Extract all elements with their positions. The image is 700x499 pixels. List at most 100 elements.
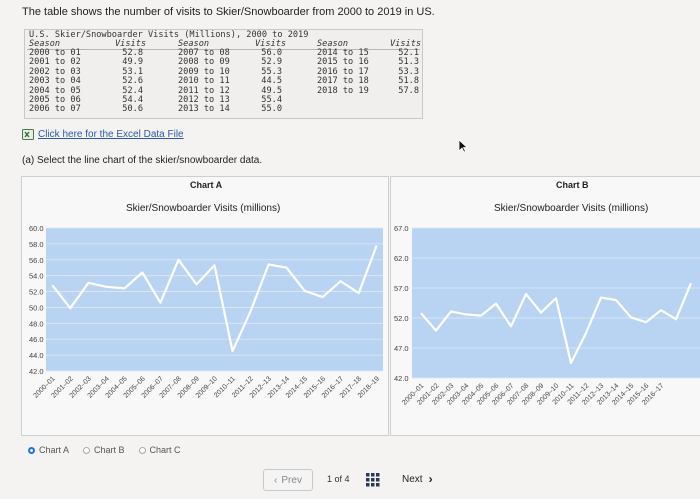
radio-dot-chart-c[interactable] <box>138 446 146 454</box>
chart-b-header: Chart B <box>556 180 589 190</box>
table-cell: 2002 to 03 <box>29 66 81 77</box>
table-col-season-2: 2007 to 08 2008 to 09 2009 to 10 2010 to 11… <box>178 48 230 115</box>
table-divider <box>27 49 420 50</box>
chart-b-title: Skier/Snowboarder Visits (millions) <box>494 203 649 214</box>
series-line <box>51 245 378 353</box>
table-col-season-1: 2000 to 01 2001 to 02 2002 to 03 2003 to 04… <box>29 48 81 115</box>
mouse-cursor-icon <box>458 139 468 153</box>
table-col-season-3: 2014 to 15 2015 to 16 2016 to 17 2017 to 18… <box>317 48 369 96</box>
y-tick-label: 56.0 <box>29 256 44 265</box>
table-cell: 57.8 <box>398 85 419 96</box>
data-table: U.S. Skier/Snowboarder Visits (Millions)… <box>24 29 423 119</box>
next-button-label: Next <box>402 473 423 485</box>
table-header-visits-3: Visits <box>390 39 422 49</box>
chevron-left-icon: ‹ <box>274 474 278 486</box>
table-col-visits-3: 52.1 51.3 53.3 51.8 57.8 <box>381 48 419 96</box>
table-col-visits-1: 52.8 49.9 53.1 52.6 52.4 54.4 50.6 <box>105 48 143 115</box>
y-tick-label: 67.0 <box>394 224 409 233</box>
table-cell: 2001 to 02 <box>29 57 81 68</box>
table-cell: 50.6 <box>122 104 143 115</box>
table-cell: 2004 to 05 <box>29 85 81 96</box>
y-tick-label: 57.0 <box>394 284 409 293</box>
radio-label-chart-c: Chart C <box>149 445 181 455</box>
chart-a-title: Skier/Snowboarder Visits (millions) <box>126 203 281 214</box>
table-cell: 2008 to 09 <box>178 57 230 68</box>
y-tick-label: 48.0 <box>29 319 44 328</box>
table-cell: 2012 to 13 <box>178 94 230 105</box>
table-cell: 2003 to 04 <box>29 76 81 87</box>
table-cell: 52.9 <box>261 57 282 68</box>
y-tick-label: 60.0 <box>29 224 44 233</box>
table-cell: 51.3 <box>398 57 419 68</box>
table-header-season-2: Season <box>178 39 210 49</box>
radio-label-chart-a: Chart A <box>39 445 70 455</box>
y-tick-label: 46.0 <box>29 335 44 344</box>
table-cell: 49.9 <box>122 57 143 68</box>
table-cell: 2018 to 19 <box>317 85 369 96</box>
plot-area <box>46 228 383 371</box>
table-cell: 2009 to 10 <box>178 66 230 77</box>
radio-chart-b[interactable]: Chart B <box>83 445 125 455</box>
chevron-right-icon: › <box>428 472 433 486</box>
table-cell: 2014 to 15 <box>317 48 369 58</box>
y-tick-label: 62.0 <box>394 254 409 263</box>
radio-chart-c[interactable]: Chart C <box>138 445 181 455</box>
table-cell: 2013 to 14 <box>178 104 230 115</box>
prev-button-label: Prev <box>281 474 302 486</box>
radio-label-chart-b: Chart B <box>94 445 125 455</box>
table-cell: 2007 to 08 <box>178 48 230 58</box>
chart-choice-group: Chart A Chart B Chart C <box>28 445 181 455</box>
table-cell: 52.4 <box>122 85 143 96</box>
radio-dot-chart-a[interactable] <box>28 446 35 454</box>
table-cell: 54.4 <box>122 94 143 105</box>
excel-data-link[interactable]: Click here for the Excel Data File <box>22 129 184 140</box>
y-tick-label: 52.0 <box>29 288 44 297</box>
table-cell: 44.5 <box>261 76 282 87</box>
y-tick-label: 44.0 <box>29 351 44 360</box>
table-cell: 55.0 <box>261 104 282 115</box>
excel-data-link-label[interactable]: Click here for the Excel Data File <box>38 129 184 140</box>
table-cell: 2005 to 06 <box>29 94 81 105</box>
table-cell: 2000 to 01 <box>29 48 81 58</box>
table-cell: 53.3 <box>398 66 419 77</box>
table-col-visits-2: 56.0 52.9 55.3 44.5 49.5 55.4 55.0 <box>244 48 282 115</box>
table-cell: 56.0 <box>261 48 282 58</box>
table-header-visits-1: Visits <box>115 39 147 49</box>
table-cell: 51.8 <box>398 76 419 87</box>
prev-button[interactable]: ‹ Prev <box>263 469 313 491</box>
table-cell: 49.5 <box>261 85 282 96</box>
radio-chart-a[interactable]: Chart A <box>28 445 69 455</box>
y-tick-label: 58.0 <box>29 240 44 249</box>
grid-icon[interactable] <box>366 473 380 487</box>
table-caption: U.S. Skier/Snowboarder Visits (Millions)… <box>29 30 309 40</box>
table-cell: 2011 to 12 <box>178 85 230 96</box>
table-cell: 53.1 <box>122 66 143 77</box>
question-text: (a) Select the line chart of the skier/s… <box>22 155 263 166</box>
table-cell: 2010 to 11 <box>178 76 230 87</box>
y-tick-label: 50.0 <box>29 303 44 312</box>
table-cell: 55.4 <box>261 94 282 105</box>
intro-text: The table shows the number of visits to … <box>22 6 435 18</box>
table-cell: 52.6 <box>122 76 143 87</box>
chart-a-header: Chart A <box>190 180 223 190</box>
table-cell: 2015 to 16 <box>317 57 369 68</box>
excel-file-icon <box>22 129 34 140</box>
table-cell: 2017 to 18 <box>317 76 369 87</box>
table-header-season-3: Season <box>317 39 349 49</box>
table-header-visits-2: Visits <box>255 39 287 49</box>
y-tick-label: 42.0 <box>394 374 409 383</box>
y-tick-label: 42.0 <box>29 367 44 376</box>
next-button[interactable]: Next › <box>402 472 433 486</box>
table-cell: 55.3 <box>261 66 282 77</box>
table-cell: 2016 to 17 <box>317 66 369 77</box>
table-cell: 52.8 <box>122 48 143 58</box>
page-indicator: 1 of 4 <box>327 474 350 484</box>
y-tick-label: 52.0 <box>394 314 409 323</box>
y-tick-label: 54.0 <box>29 272 44 281</box>
table-header-season-1: Season <box>29 39 61 49</box>
table-cell: 2006 to 07 <box>29 104 81 115</box>
radio-dot-chart-b[interactable] <box>83 446 91 454</box>
series-line <box>420 282 693 365</box>
